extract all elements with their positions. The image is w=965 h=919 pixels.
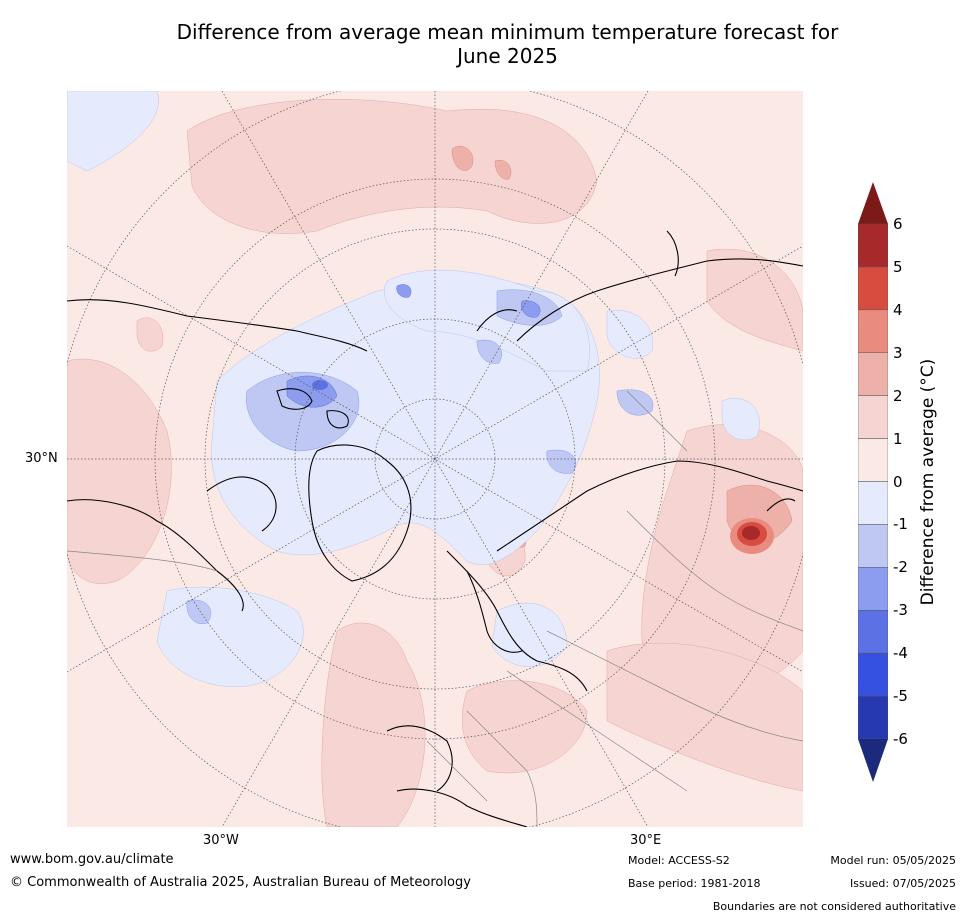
title-line-1: Difference from average mean minimum tem… bbox=[176, 20, 839, 44]
longitude-label-30e: 30°E bbox=[630, 833, 662, 848]
footer-model-run: Model run: 05/05/2025 bbox=[830, 854, 956, 867]
colorbar bbox=[858, 182, 888, 782]
map-panel bbox=[67, 91, 803, 827]
colorbar-tick-label: 0 bbox=[893, 472, 903, 491]
footer-base-period: Base period: 1981-2018 bbox=[628, 877, 761, 890]
country-borders bbox=[67, 390, 803, 827]
longitude-label-30w: 30°W bbox=[203, 833, 239, 848]
colorbar-tick-label: 5 bbox=[893, 257, 903, 276]
colorbar-tick-label: 1 bbox=[893, 429, 903, 448]
colorbar-tick-label: -1 bbox=[893, 515, 908, 534]
colorbar-tick-label: 3 bbox=[893, 343, 903, 362]
colorbar-bin bbox=[858, 438, 888, 482]
footer-issued: Issued: 07/05/2025 bbox=[849, 877, 956, 890]
title-line-2: June 2025 bbox=[457, 44, 558, 68]
colorbar-bins bbox=[858, 223, 888, 740]
colorbar-tick-label: 2 bbox=[893, 386, 903, 405]
anomaly-map bbox=[67, 91, 803, 827]
colorbar-tick-label: 4 bbox=[893, 300, 903, 319]
colorbar-bin bbox=[858, 309, 888, 354]
colorbar-bin bbox=[858, 652, 888, 697]
colorbar-tick-label: -2 bbox=[893, 558, 908, 577]
colorbar-bin bbox=[858, 481, 888, 525]
hotspot-central-asia bbox=[730, 518, 774, 554]
colorbar-title: Difference from average (°C) bbox=[918, 358, 938, 606]
colorbar-tick-label: -4 bbox=[893, 644, 908, 663]
footer-copyright: © Commonwealth of Australia 2025, Austra… bbox=[10, 875, 471, 890]
footer-model: Model: ACCESS-S2 bbox=[628, 854, 730, 867]
colorbar-bin bbox=[858, 223, 888, 268]
colorbar-tick-label: -5 bbox=[893, 687, 908, 706]
footer-url: www.bom.gov.au/climate bbox=[10, 852, 174, 867]
colorbar-bin bbox=[858, 610, 888, 654]
colorbar-tick-label: -3 bbox=[893, 601, 908, 620]
colorbar-bin bbox=[858, 266, 888, 311]
colorbar-over-arrow bbox=[858, 182, 888, 224]
chart-title: Difference from average mean minimum tem… bbox=[60, 20, 955, 68]
colorbar-bin bbox=[858, 352, 888, 396]
footer-disclaimer: Boundaries are not considered authoritat… bbox=[712, 900, 956, 913]
colorbar-tick-label: -6 bbox=[893, 730, 908, 748]
colorbar-bin bbox=[858, 567, 888, 611]
coastlines bbox=[67, 230, 803, 827]
colorbar-bin bbox=[858, 395, 888, 439]
colorbar-bin bbox=[858, 695, 888, 740]
latitude-label-30n: 30°N bbox=[25, 451, 58, 466]
graticule bbox=[67, 91, 803, 827]
colorbar-tick-label: 6 bbox=[893, 215, 903, 233]
colorbar-bin bbox=[858, 524, 888, 568]
colorbar-under-arrow bbox=[858, 739, 888, 782]
anomaly-minus4-to-minus3-regions bbox=[312, 380, 328, 390]
